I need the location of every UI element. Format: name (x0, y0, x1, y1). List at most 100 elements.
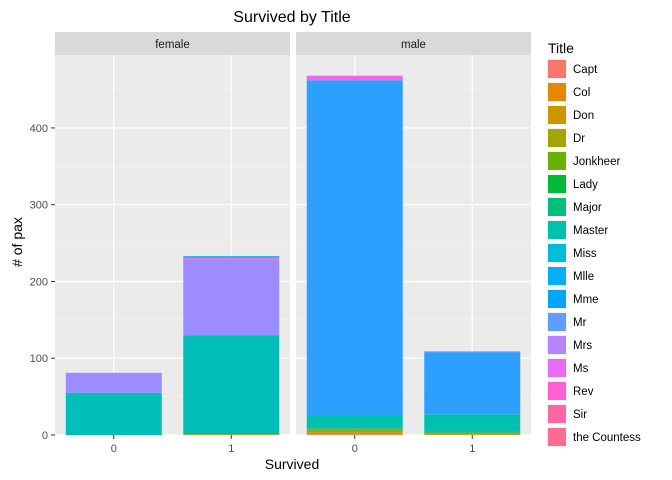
legend-item-mrs: Mrs (547, 335, 592, 355)
y-axis-title: # of pax (9, 217, 25, 267)
bar-segment-miss (65, 392, 162, 435)
legend-item-mr: Mr (547, 312, 587, 332)
bar-segment-mlle (183, 256, 280, 258)
bar-segment-rev (306, 75, 403, 81)
y-tick-label: 300 (30, 200, 48, 212)
legend-label: Don (573, 110, 594, 122)
y-tick-label: 200 (30, 276, 48, 288)
legend-key-swatch (548, 290, 566, 308)
bar-segment-dr (424, 432, 521, 435)
legend-key-swatch (548, 336, 566, 354)
legend-label: Mrs (573, 340, 592, 352)
x-tick-label: 1 (469, 443, 475, 455)
legend-item-dr: Dr (547, 128, 585, 148)
legend-item-major: Major (547, 197, 602, 217)
bar-segment-master (306, 415, 403, 429)
bar-stack-male-0 (306, 75, 403, 435)
bar-segment-jonkheer (306, 428, 403, 430)
bar-segment-ms (183, 258, 280, 260)
legend-key-swatch (548, 129, 566, 147)
legend-label: Sir (573, 409, 587, 421)
bar-segment-mr (424, 352, 521, 415)
bar-segment-col (306, 433, 403, 435)
legend-key-swatch (548, 60, 566, 78)
legend-label: Jonkheer (573, 156, 620, 168)
y-tick-label: 100 (30, 353, 48, 365)
bar-segment-master (424, 414, 521, 432)
y-tick-label: 400 (30, 123, 48, 135)
legend-item-miss: Miss (547, 243, 597, 263)
legend-label: Mme (573, 294, 599, 306)
bar-segment-capt (306, 434, 403, 435)
legend-label: Mr (573, 317, 587, 329)
legend-key-swatch (548, 428, 566, 446)
panels: female 0 1 male 0 1 (55, 32, 531, 455)
x-axis-title: Survived (265, 456, 319, 472)
legend-key-swatch (548, 359, 566, 377)
bar-segment-col (424, 434, 521, 435)
legend-key-swatch (548, 198, 566, 216)
bar-segment-major (306, 428, 403, 429)
legend-label: Ms (573, 363, 589, 375)
legend-label: Miss (573, 248, 597, 260)
legend-label: Col (573, 87, 590, 99)
bar-segment-mr (306, 80, 403, 416)
legend-key-swatch (548, 267, 566, 285)
legend-key-swatch (548, 106, 566, 124)
panel-female: female 0 1 (55, 32, 290, 455)
legend-item-ms: Ms (547, 358, 589, 378)
bar-segment-dr (183, 434, 280, 435)
legend-key-swatch (548, 152, 566, 170)
facet-strip (296, 32, 531, 55)
bar-segment-sir (424, 351, 521, 353)
bar-segment-major (424, 431, 521, 433)
bar-segment-don (306, 432, 403, 434)
legend-item-don: Don (547, 105, 594, 125)
y-axis: 0 100 200 300 400 (30, 123, 55, 442)
legend-item-lady: Lady (547, 174, 598, 194)
legend-label: Lady (573, 179, 598, 191)
legend-key-swatch (548, 405, 566, 423)
legend-item-capt: Capt (547, 59, 598, 79)
legend-key-swatch (548, 221, 566, 239)
legend-label: Dr (573, 133, 585, 145)
legend-label: Master (573, 225, 608, 237)
bar-segment-dr (306, 429, 403, 433)
legend-key-swatch (548, 382, 566, 400)
legend-title: Title (548, 40, 574, 56)
chart-title: Survived by Title (233, 9, 350, 26)
x-tick-label: 0 (352, 443, 358, 455)
legend-key-swatch (548, 313, 566, 331)
legend-item-sir: Sir (547, 404, 587, 424)
legend-item-mme: Mme (547, 289, 599, 309)
bar-stack-male-1 (424, 351, 521, 435)
legend-label: Rev (573, 386, 594, 398)
bar-stack-female-1 (183, 256, 280, 435)
bar-segment-lady (183, 433, 280, 435)
legend-item-mlle: Mlle (547, 266, 594, 286)
bar-segment-mrs (183, 259, 280, 336)
facet-strip-label: male (401, 39, 426, 51)
legend-key-swatch (548, 175, 566, 193)
y-tick-label: 0 (42, 430, 48, 442)
legend-item-rev: Rev (547, 381, 594, 401)
legend-item-col: Col (547, 82, 590, 102)
bar-segment-miss (183, 335, 280, 434)
bar-segment-mme (183, 335, 280, 336)
legend: Title Capt Col Don Dr Jonkheer Lady Major Maste… (547, 40, 641, 447)
legend-item-the-countess: the Countess (547, 427, 641, 447)
x-tick-label: 0 (111, 443, 117, 455)
facet-strip-label: female (155, 39, 190, 51)
legend-label: Mlle (573, 271, 594, 283)
panel-male: male 0 1 (296, 32, 531, 455)
legend-key-swatch (548, 244, 566, 262)
x-tick-label: 1 (228, 443, 234, 455)
legend-label: the Countess (573, 432, 641, 444)
legend-item-jonkheer: Jonkheer (547, 151, 620, 171)
bar-segment-the-countess (183, 257, 280, 259)
bar-segment-mrs (65, 372, 162, 393)
legend-key-swatch (548, 83, 566, 101)
legend-label: Capt (573, 64, 598, 76)
legend-item-master: Master (547, 220, 608, 240)
